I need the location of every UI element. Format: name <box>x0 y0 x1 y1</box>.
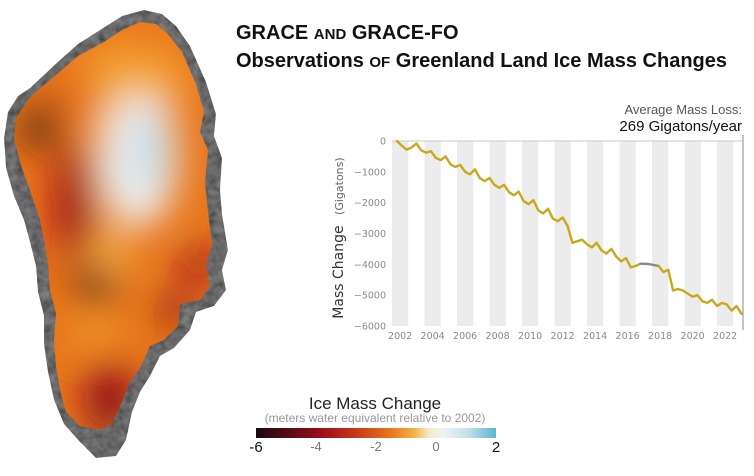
series-line-grace-fo <box>657 264 743 315</box>
x-tick-label: 2010 <box>518 331 542 342</box>
x-tick-label: 2012 <box>551 331 575 342</box>
colorbar-tick-label: 0 <box>432 439 440 454</box>
y-tick-label: −4000 <box>354 260 386 271</box>
x-tick-label: 2008 <box>486 331 510 342</box>
title-and: AND <box>313 26 347 43</box>
year-band-2018 <box>652 141 669 326</box>
mass-change-chart: 0 −1000 −2000 −3000 −4000 −5000 −6000 2002 2004… <box>331 135 744 342</box>
colorbar-subtitle: (meters water equivalent relative to 200… <box>264 411 486 425</box>
year-band-2006 <box>457 141 474 326</box>
y-axis-label-text: Mass Change <box>331 225 347 318</box>
year-band-2022 <box>717 141 734 326</box>
year-bands <box>392 141 734 326</box>
title-of: OF <box>369 54 391 71</box>
y-tick-label: 0 <box>380 137 386 148</box>
year-band-2020 <box>684 141 701 326</box>
year-band-2012 <box>554 141 571 326</box>
x-tick-label: 2004 <box>421 331 445 342</box>
x-tick-label: 2018 <box>648 331 672 342</box>
y-tick-label: −6000 <box>354 322 386 333</box>
colorbar-gradient <box>256 428 496 438</box>
colorbar-tick-label: 2 <box>491 439 501 456</box>
year-band-2008 <box>489 141 506 326</box>
title-grace: GRACE <box>236 22 309 44</box>
colorbar-title: Ice Mass Change <box>308 394 442 413</box>
title-subject: Greenland Land Ice Mass Changes <box>395 50 728 72</box>
x-tick-label: 2006 <box>453 331 477 342</box>
x-tick-label: 2022 <box>713 331 737 342</box>
title-line-2: Observations OF Greenland Land Ice Mass … <box>236 50 727 73</box>
average-mass-loss-value: 269 Gigatons/year <box>619 118 742 135</box>
greenland-ice-map <box>4 10 228 458</box>
y-tick-labels: 0 −1000 −2000 −3000 −4000 −5000 −6000 <box>354 137 386 333</box>
year-band-2016 <box>619 141 636 326</box>
y-axis-label: Mass Change (Gigatons) <box>331 157 347 318</box>
x-tick-label: 2016 <box>616 331 640 342</box>
year-band-2010 <box>522 141 539 326</box>
x-tick-label: 2002 <box>388 331 412 342</box>
series-line-grace <box>395 139 642 269</box>
year-band-2014 <box>587 141 604 326</box>
y-tick-label: −1000 <box>354 167 386 178</box>
year-band-2004 <box>424 141 441 326</box>
y-tick-label: −2000 <box>354 198 386 209</box>
year-band-2002 <box>392 141 409 326</box>
x-tick-label: 2014 <box>583 331 607 342</box>
y-tick-label: −5000 <box>354 291 386 302</box>
series-line-gap <box>639 262 660 268</box>
y-axis-label-unit: (Gigatons) <box>333 157 346 215</box>
colorbar-tick-label: -6 <box>249 439 263 456</box>
colorbar-tick-label: -4 <box>310 439 322 454</box>
series-lines <box>395 139 743 315</box>
x-tick-label: 2020 <box>681 331 705 342</box>
y-tick-label: −3000 <box>354 229 386 240</box>
average-mass-loss-label: Average Mass Loss: <box>624 102 742 117</box>
colorbar-tick-label: -2 <box>370 439 382 454</box>
x-tick-labels: 2002 2004 2006 2008 2010 2012 2014 2016 2018 2020… <box>388 331 737 342</box>
title-observations: Observations <box>236 50 364 72</box>
title-line-1: GRACE AND GRACE-FO <box>236 22 459 45</box>
title-grace-fo: GRACE-FO <box>351 22 459 44</box>
